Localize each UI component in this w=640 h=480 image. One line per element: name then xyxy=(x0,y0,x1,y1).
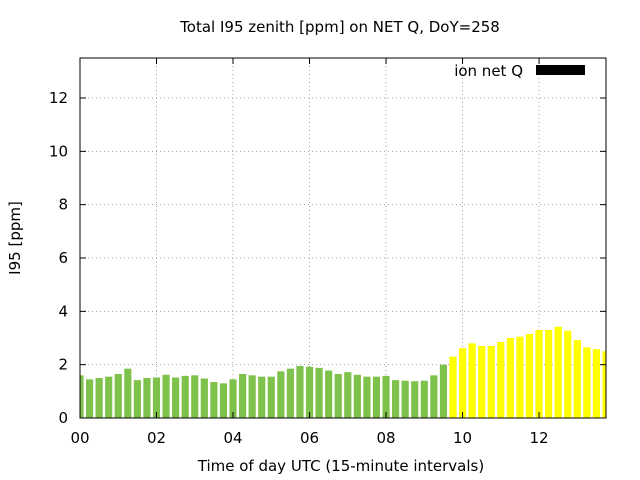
bar xyxy=(85,379,94,418)
legend: ion net Q xyxy=(454,62,585,80)
bar xyxy=(286,368,294,418)
bar xyxy=(545,330,553,418)
bar xyxy=(392,380,400,418)
bar xyxy=(478,346,486,418)
bar xyxy=(430,375,438,418)
x-tick-label: 06 xyxy=(300,429,319,447)
bar xyxy=(219,383,228,418)
bar xyxy=(516,336,524,418)
bar xyxy=(210,382,218,418)
chart-title: Total I95 zenith [ppm] on NET Q, DoY=258 xyxy=(179,18,500,36)
bar xyxy=(525,334,534,418)
bar xyxy=(363,376,371,418)
plot-frame xyxy=(79,57,607,419)
bar xyxy=(583,347,591,418)
bar xyxy=(564,330,572,418)
y-tick-label: 2 xyxy=(58,356,68,374)
bar xyxy=(554,326,562,418)
bar xyxy=(248,375,256,418)
bar xyxy=(535,330,543,418)
bar xyxy=(506,338,514,418)
bar xyxy=(258,376,266,418)
x-tick-label: 12 xyxy=(530,429,549,447)
bar xyxy=(602,351,606,418)
bar xyxy=(315,367,323,418)
bar xyxy=(133,380,141,418)
bar xyxy=(487,346,495,418)
bar xyxy=(468,343,476,418)
bar xyxy=(181,375,189,418)
legend-swatch xyxy=(536,65,585,75)
bar xyxy=(172,377,180,418)
bar xyxy=(80,375,84,418)
y-axis-label: I95 [ppm] xyxy=(6,201,24,275)
y-tick-label: 0 xyxy=(58,409,68,427)
x-tick-label: 04 xyxy=(223,429,242,447)
x-tick-label: 08 xyxy=(376,429,395,447)
bar xyxy=(573,340,581,418)
bar xyxy=(162,374,170,418)
bar xyxy=(143,378,151,418)
bar xyxy=(296,366,304,418)
bar xyxy=(420,380,428,418)
ticks xyxy=(79,58,606,419)
bar xyxy=(334,374,342,418)
bar xyxy=(277,371,285,418)
bar xyxy=(458,348,467,418)
x-tick-label: 02 xyxy=(147,429,166,447)
y-tick-label: 8 xyxy=(58,196,68,214)
y-tick-label: 12 xyxy=(49,89,68,107)
bar xyxy=(449,356,457,418)
bar xyxy=(372,376,381,418)
bar xyxy=(497,342,505,418)
bar xyxy=(114,374,122,418)
x-tick-label: 10 xyxy=(453,429,472,447)
bar xyxy=(229,379,237,418)
grid xyxy=(80,58,606,418)
bar xyxy=(353,374,361,418)
bar xyxy=(592,349,601,418)
y-tick-labels: 0 2 4 6 8 10 12 xyxy=(49,89,68,427)
bar xyxy=(124,368,132,418)
bar xyxy=(200,378,208,418)
bar xyxy=(152,377,161,418)
bar xyxy=(411,381,419,418)
x-axis-label: Time of day UTC (15-minute intervals) xyxy=(197,457,484,475)
bar xyxy=(105,376,113,418)
bar xyxy=(305,366,314,418)
bar xyxy=(401,380,409,418)
y-tick-label: 10 xyxy=(49,142,68,160)
x-tick-label: 00 xyxy=(70,429,89,447)
bar xyxy=(238,374,247,418)
bar xyxy=(95,378,103,418)
bar xyxy=(191,375,199,418)
bars xyxy=(80,326,606,418)
legend-label: ion net Q xyxy=(454,62,523,80)
bar xyxy=(382,375,390,418)
bar xyxy=(344,372,352,418)
bar xyxy=(267,376,275,418)
bar xyxy=(439,364,448,418)
y-tick-label: 6 xyxy=(58,249,68,267)
y-tick-label: 4 xyxy=(58,302,68,320)
bar xyxy=(325,370,333,418)
x-tick-labels: 00 02 04 06 08 10 12 xyxy=(70,429,548,447)
